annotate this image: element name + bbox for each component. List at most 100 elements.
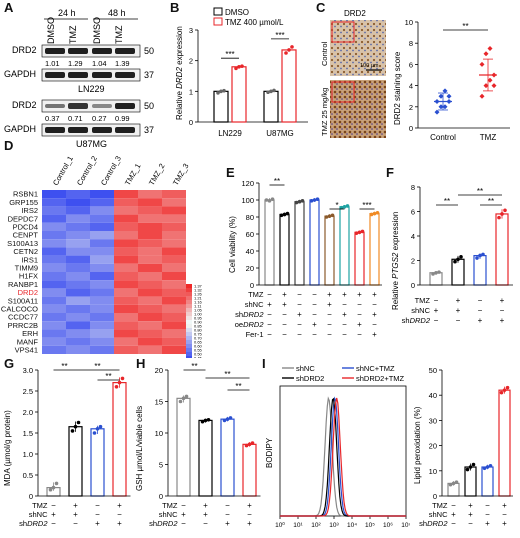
e-point [342,205,347,209]
f-row-label: shNC [411,306,430,315]
i-y-tick-label: 10 [429,467,437,476]
legend-swatch-dmso [213,7,223,16]
h-point [200,419,205,424]
d-cell [114,329,138,338]
d-scale-label: 0.75 [194,332,203,337]
d-cell [162,304,186,313]
f-point [437,270,441,274]
c-y-tick-label: 6 [409,60,413,69]
row-label-tmz: TMZ 25 mg/kg [320,88,329,136]
i-sign: − [502,510,507,519]
blot2-value: 0.27 [92,114,107,123]
e-bar [369,212,380,286]
d-cell [90,247,114,256]
g-row-label: TMZ [32,501,48,510]
h-sign: − [181,501,186,510]
d-cell [66,190,90,199]
f-sig-label: ** [444,197,450,206]
e-point [354,231,359,235]
e-bar [354,231,365,286]
d-cell [42,296,66,305]
d-scale-swatch [186,356,192,358]
band [92,104,112,108]
g-y-tick-label: 0.5 [23,471,33,480]
e-sign: − [297,300,302,309]
f-sign: + [434,306,439,315]
i-point [502,388,507,392]
f-sign: − [478,306,483,315]
i-sign: + [468,501,473,510]
g-point [98,424,103,429]
e-y-tick-label: 40 [246,247,254,256]
f-sign: + [500,316,505,325]
d-scale-label: 1.21 [194,296,203,301]
d-cell [42,214,66,223]
d-scale-label: 0.70 [194,336,203,341]
d-cell [138,255,162,264]
d-column-label: Control_1 [51,154,75,187]
panel-i-histogram: BODIPY 10⁰ 10¹ 10² 10³ 10⁴ 10⁵ 10⁶ 10⁷ shNC shNC… [265,364,410,529]
e-y-tick-label: 100 [241,196,254,205]
d-cell [138,263,162,272]
d-scale-swatch [186,352,192,356]
h-sign: − [203,519,208,528]
d-cell [90,255,114,264]
d-column-label: TMZ_1 [123,162,143,187]
e-point [369,212,374,217]
e-sign: + [312,320,317,329]
d-cell [42,329,66,338]
h-point [225,417,230,421]
i-bar [481,466,494,497]
c-sig-label: ** [462,22,468,31]
b-y-tick-label: 3 [189,26,193,35]
d-cell [162,296,186,305]
g-sign: + [95,519,100,528]
h-y-tick-label: 10 [155,429,163,438]
e-sign: − [282,330,287,339]
e-point [345,204,350,208]
g-point [76,420,81,425]
band [92,48,112,54]
d-scale-label: 0.50 [194,352,203,357]
d-scale-label: 0.60 [194,344,203,349]
d-cell [90,313,114,322]
d-scale-swatch [186,288,192,292]
legend-swatch-tmz [213,17,223,26]
d-cell [162,288,186,297]
d-scale-swatch [186,332,192,336]
d-scale-label: 0.95 [194,316,203,321]
h-y-tick-label: 15 [155,398,163,407]
f-y-tick-label: 4 [411,232,415,241]
i-point [471,462,476,467]
d-row-label: GRP155 [9,198,38,207]
d-cell [42,206,66,215]
d-cell [114,296,138,305]
e-sign: − [357,330,362,339]
g-sig-label: ** [94,362,100,371]
e-sign: − [342,300,347,309]
f-bar [451,258,465,286]
c-point [438,93,444,99]
g-point [120,376,125,381]
d-row-label: CCDC77 [8,313,38,322]
c-point [434,109,440,115]
d-cell [66,214,90,223]
e-point [375,210,380,215]
b-point [237,65,241,69]
d-cell [66,263,90,272]
d-row-label: CETN2 [13,247,38,256]
f-sign: − [478,296,483,305]
d-cell [42,239,66,248]
d-cell [162,337,186,346]
band [68,103,88,109]
i-point [482,466,487,471]
time-24h: 24 h [58,8,76,18]
d-cell [138,272,162,281]
e-sign: − [267,310,272,319]
d-cell [162,272,186,281]
d-scale-label: 0.55 [194,348,203,353]
i-hist-x-tick-label: 10⁷ [401,522,410,529]
d-cell [90,296,114,305]
d-cell [114,255,138,264]
h-point [178,399,183,404]
